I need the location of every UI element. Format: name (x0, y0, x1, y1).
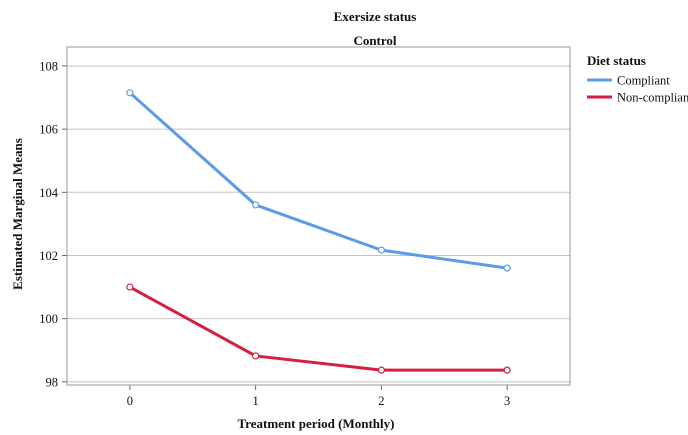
data-point-non-compliant (126, 283, 134, 291)
legend: Diet status Compliant Non-compliant (587, 53, 688, 105)
x-tick-label: 1 (253, 394, 259, 408)
plot-frame (66, 46, 571, 386)
data-point-compliant (126, 89, 134, 97)
series-non-compliant (126, 283, 511, 374)
series-lines (126, 89, 511, 374)
legend-entry-label: Compliant (617, 74, 670, 88)
chart-title: Exersize status (334, 9, 417, 24)
y-tick-label: 108 (39, 59, 58, 73)
series-line-compliant (128, 91, 509, 270)
data-point-compliant (503, 264, 511, 272)
data-point-compliant (252, 201, 260, 209)
y-axis: 98 100 102 104 106 108 (39, 59, 67, 389)
y-tick-label: 100 (39, 312, 58, 326)
y-axis-label: Estimated Marginal Means (10, 138, 25, 290)
y-tick-label: 106 (39, 123, 58, 137)
data-point-compliant (377, 246, 385, 254)
x-axis-label: Treatment period (Monthly) (238, 416, 395, 431)
gridlines (67, 65, 570, 383)
data-point-non-compliant (503, 366, 511, 374)
x-tick-label: 0 (127, 394, 133, 408)
y-tick-label: 104 (39, 186, 59, 200)
y-tick-label: 102 (39, 249, 58, 263)
x-tick-label: 2 (378, 394, 384, 408)
data-point-non-compliant (252, 352, 260, 360)
data-point-non-compliant (377, 366, 385, 374)
series-line-non-compliant (128, 285, 509, 372)
legend-entry-label: Non-compliant (617, 91, 688, 105)
y-tick-label: 98 (46, 375, 59, 389)
x-axis: 0 1 2 3 (127, 385, 510, 408)
chart-subtitle: Control (353, 33, 396, 48)
series-compliant (126, 89, 511, 272)
x-tick-label: 3 (504, 394, 510, 408)
legend-title: Diet status (587, 53, 646, 68)
